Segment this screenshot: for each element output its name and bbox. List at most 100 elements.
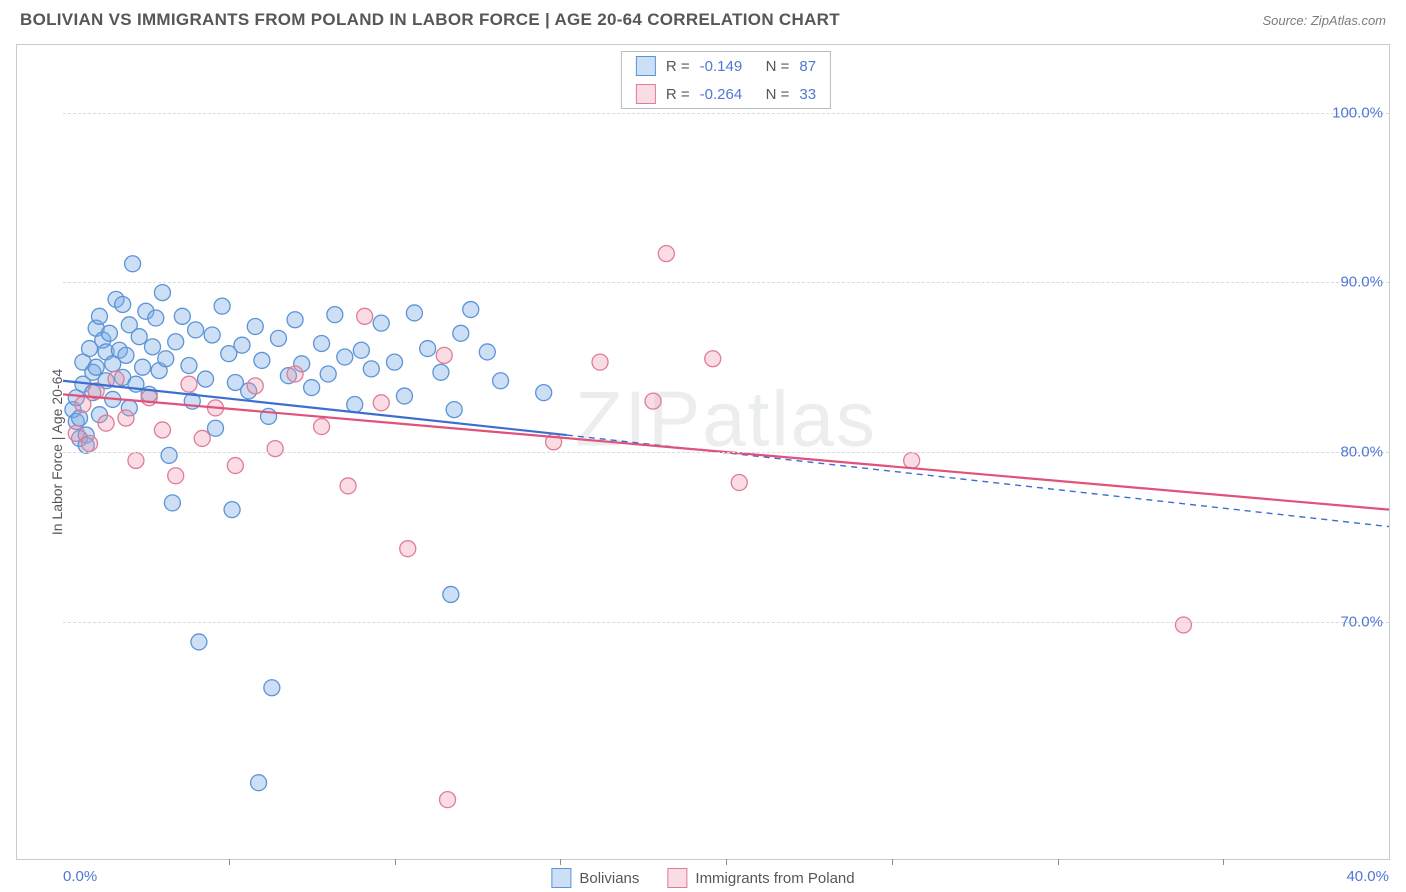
data-point (314, 419, 330, 435)
data-point (131, 329, 147, 345)
data-point (101, 325, 117, 341)
data-point (227, 458, 243, 474)
legend-series-label: Bolivians (579, 870, 639, 887)
data-point (440, 792, 456, 808)
data-point (373, 315, 389, 331)
y-tick-label: 90.0% (1340, 274, 1383, 291)
data-point (75, 397, 91, 413)
legend-n-label: N = (766, 58, 790, 75)
legend-series: Bolivians Immigrants from Poland (551, 868, 854, 888)
data-point (118, 410, 134, 426)
y-tick-label: 80.0% (1340, 444, 1383, 461)
data-point (592, 354, 608, 370)
data-point (347, 397, 363, 413)
data-point (207, 420, 223, 436)
data-point (314, 335, 330, 351)
data-point (479, 344, 495, 360)
data-point (357, 308, 373, 324)
chart-frame: In Labor Force | Age 20-64 ZIPatlas R =-… (16, 44, 1390, 860)
data-point (168, 468, 184, 484)
data-point (363, 361, 379, 377)
data-point (98, 415, 114, 431)
data-point (108, 371, 124, 387)
data-point (158, 351, 174, 367)
x-tick (1223, 859, 1224, 865)
legend-series-item: Immigrants from Poland (667, 868, 854, 888)
legend-r-value: -0.264 (700, 86, 756, 103)
data-point (214, 298, 230, 314)
data-point (68, 425, 84, 441)
data-point (353, 342, 369, 358)
gridline-h (63, 622, 1389, 623)
data-point (88, 359, 104, 375)
legend-r-value: -0.149 (700, 58, 756, 75)
data-point (191, 634, 207, 650)
data-point (731, 475, 747, 491)
data-point (174, 308, 190, 324)
legend-swatch (667, 868, 687, 888)
data-point (115, 296, 131, 312)
data-point (168, 334, 184, 350)
data-point (340, 478, 356, 494)
data-point (705, 351, 721, 367)
plot-area: In Labor Force | Age 20-64 ZIPatlas R =-… (63, 45, 1389, 859)
data-point (135, 359, 151, 375)
legend-correlation: R =-0.149N =87R =-0.264N =33 (621, 51, 831, 109)
data-point (154, 422, 170, 438)
data-point (118, 347, 134, 363)
data-point (645, 393, 661, 409)
x-tick (229, 859, 230, 865)
data-point (446, 402, 462, 418)
data-point (234, 337, 250, 353)
legend-swatch (551, 868, 571, 888)
data-point (327, 307, 343, 323)
data-point (304, 380, 320, 396)
x-tick-label: 40.0% (1346, 868, 1389, 885)
data-point (406, 305, 422, 321)
x-tick (1058, 859, 1059, 865)
legend-correlation-row: R =-0.264N =33 (622, 80, 830, 108)
data-point (396, 388, 412, 404)
gridline-h (63, 452, 1389, 453)
data-point (224, 502, 240, 518)
chart-title: BOLIVIAN VS IMMIGRANTS FROM POLAND IN LA… (20, 10, 840, 30)
y-tick-label: 70.0% (1340, 613, 1383, 630)
data-point (443, 586, 459, 602)
chart-source: Source: ZipAtlas.com (1262, 13, 1386, 28)
x-tick (892, 859, 893, 865)
data-point (1175, 617, 1191, 633)
data-point (188, 322, 204, 338)
data-point (251, 775, 267, 791)
data-point (270, 330, 286, 346)
data-point (433, 364, 449, 380)
legend-series-label: Immigrants from Poland (695, 870, 854, 887)
legend-swatch (636, 84, 656, 104)
data-point (287, 366, 303, 382)
gridline-h (63, 113, 1389, 114)
legend-series-item: Bolivians (551, 868, 639, 888)
data-point (387, 354, 403, 370)
data-point (194, 430, 210, 446)
data-point (198, 371, 214, 387)
data-point (337, 349, 353, 365)
data-point (154, 285, 170, 301)
data-point (145, 339, 161, 355)
data-point (125, 256, 141, 272)
x-tick (726, 859, 727, 865)
data-point (320, 366, 336, 382)
legend-n-label: N = (766, 86, 790, 103)
x-tick-label: 0.0% (63, 868, 97, 885)
data-point (536, 385, 552, 401)
data-point (91, 308, 107, 324)
data-point (264, 680, 280, 696)
data-point (267, 441, 283, 457)
data-point (161, 447, 177, 463)
x-tick (560, 859, 561, 865)
data-point (148, 310, 164, 326)
data-point (373, 395, 389, 411)
data-point (181, 358, 197, 374)
legend-n-value: 87 (799, 58, 816, 75)
legend-r-label: R = (666, 58, 690, 75)
data-point (493, 373, 509, 389)
legend-correlation-row: R = -0.149 N = 87 (622, 52, 830, 80)
